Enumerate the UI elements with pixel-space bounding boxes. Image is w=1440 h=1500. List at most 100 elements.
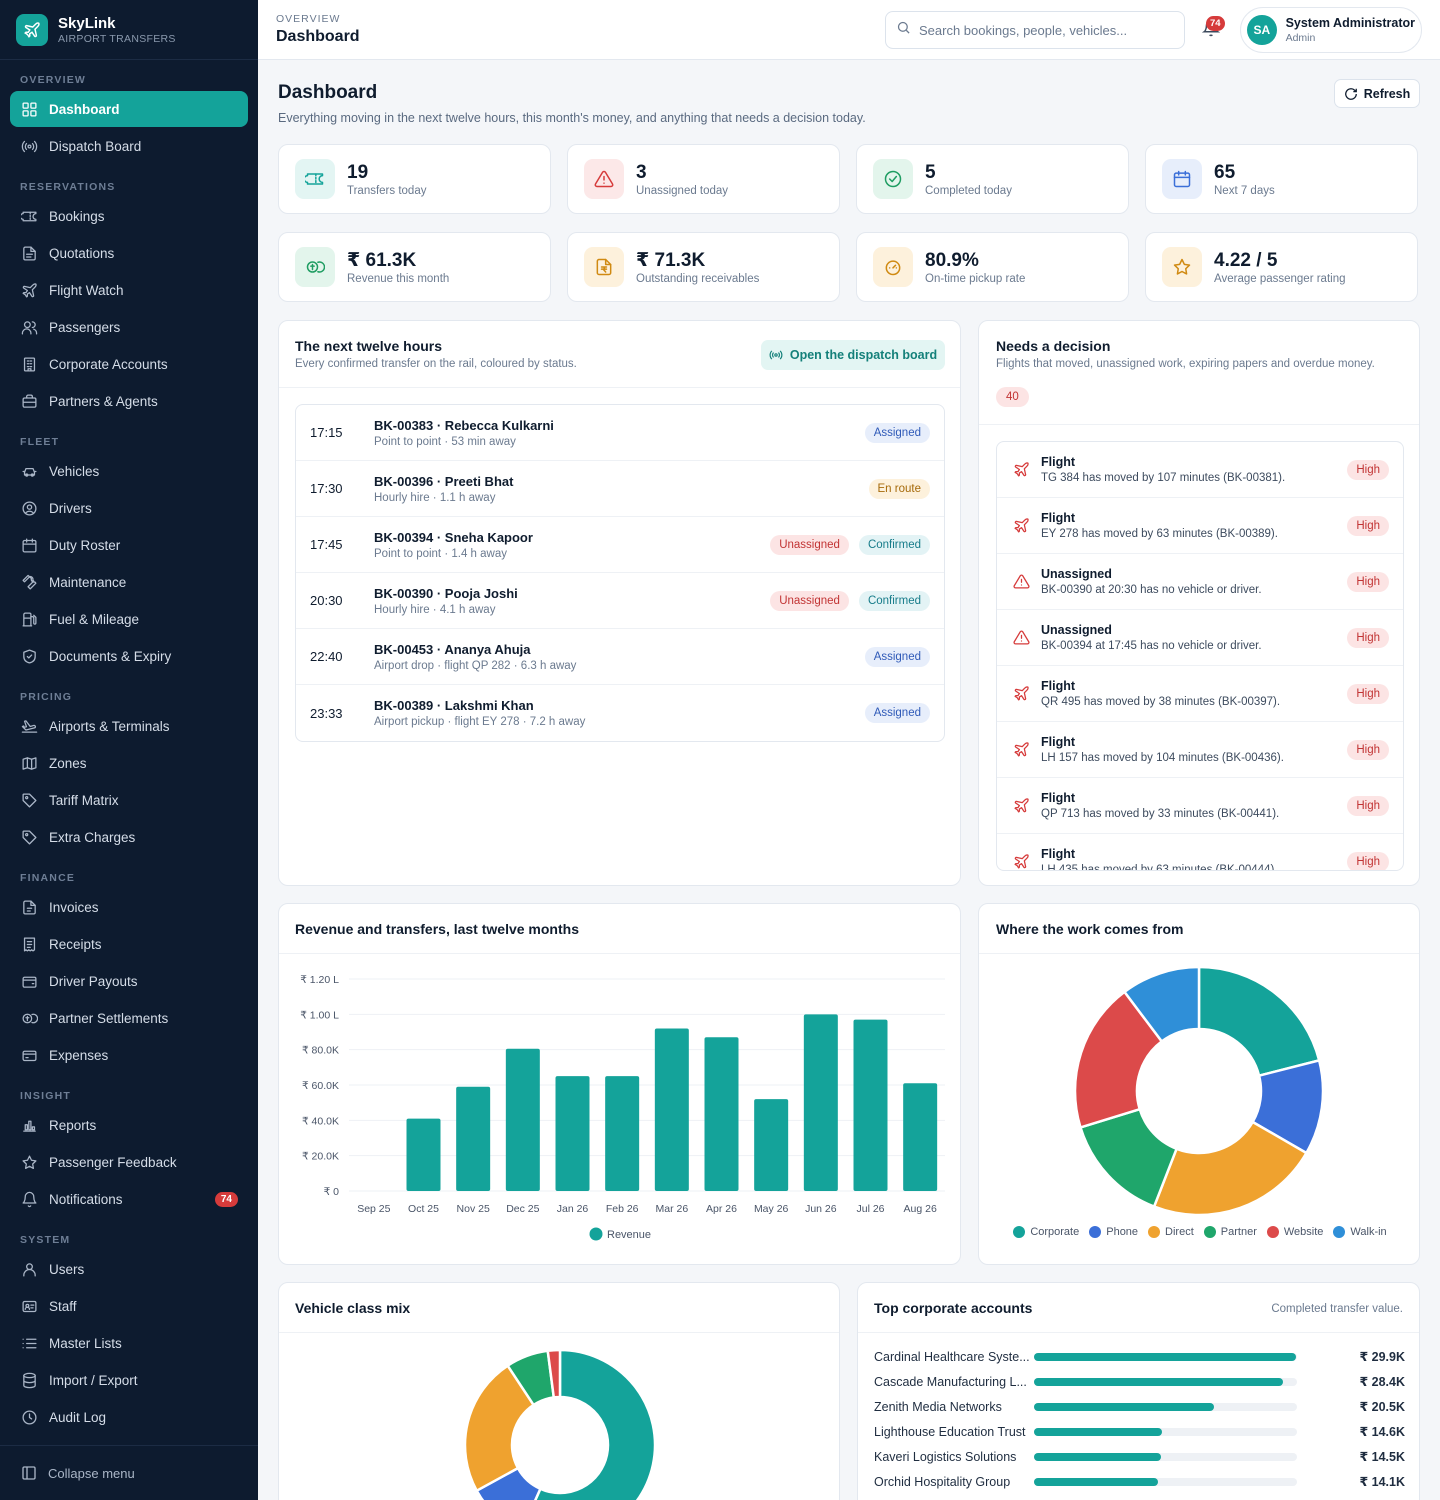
sidebar-item-driver-payouts[interactable]: Driver Payouts (10, 963, 248, 999)
sidebar-item-airports-terminals[interactable]: Airports & Terminals (10, 708, 248, 744)
sidebar-item-drivers[interactable]: Drivers (10, 490, 248, 526)
decision-item[interactable]: Flight QR 495 has moved by 38 minutes (BK… (997, 666, 1403, 722)
sidebar-item-invoices[interactable]: Invoices (10, 889, 248, 925)
legend-item-partner[interactable]: Partner (1203, 1226, 1257, 1238)
transfer-row[interactable]: 17:15 BK-00383 · Rebecca Kulkarni Point to… (296, 405, 944, 461)
revenue-bar[interactable] (555, 1076, 590, 1191)
corporate-account-row[interactable]: Cascade Manufacturing L... ₹ 28.4K (874, 1369, 1405, 1394)
legend-item-website[interactable]: Website (1266, 1226, 1323, 1238)
decision-item[interactable]: Flight LH 435 has moved by 63 minutes (BK… (997, 834, 1403, 870)
sidebar-item-documents-expiry[interactable]: Documents & Expiry (10, 638, 248, 674)
transfer-title: BK-00389 · Lakshmi Khan (374, 698, 534, 713)
corporate-account-row[interactable]: Orchid Hospitality Group ₹ 14.1K (874, 1469, 1405, 1494)
decision-item[interactable]: Unassigned BK-00390 at 20:30 has no vehic… (997, 554, 1403, 610)
sidebar-item-partners-agents[interactable]: Partners & Agents (10, 383, 248, 419)
user-menu[interactable]: SA System Administrator Admin (1240, 7, 1422, 53)
revenue-bar[interactable] (754, 1099, 789, 1191)
sidebar-item-duty-roster[interactable]: Duty Roster (10, 527, 248, 563)
sidebar-item-flight-watch[interactable]: Flight Watch (10, 272, 248, 308)
decision-item[interactable]: Unassigned BK-00394 at 17:45 has no vehic… (997, 610, 1403, 666)
sidebar-item-dashboard[interactable]: Dashboard (10, 91, 248, 127)
revenue-bar[interactable] (456, 1086, 491, 1191)
revenue-bar[interactable] (803, 1014, 838, 1191)
sidebar-item-dispatch-board[interactable]: Dispatch Board (10, 128, 248, 164)
transfer-row[interactable]: 17:30 BK-00396 · Preeti Bhat Hourly hire ·… (296, 461, 944, 517)
sidebar-item-bookings[interactable]: Bookings (10, 198, 248, 234)
revenue-bar[interactable] (605, 1076, 640, 1191)
priority-badge: High (1347, 627, 1389, 648)
legend-item-walk-in[interactable]: Walk-in (1333, 1226, 1387, 1238)
brand[interactable]: SkyLink AIRPORT TRANSFERS (0, 0, 258, 60)
revenue-bar[interactable] (853, 1019, 888, 1191)
decision-item[interactable]: Flight TG 384 has moved by 107 minutes (B… (997, 442, 1403, 498)
decision-item[interactable]: Flight QP 713 has moved by 33 minutes (BK… (997, 778, 1403, 834)
stat-value: 65 (1214, 161, 1236, 183)
sidebar-item-staff[interactable]: Staff (10, 1288, 248, 1324)
y-tick-label: ₹ 80.0K (302, 1045, 339, 1057)
sidebar-item-expenses[interactable]: Expenses (10, 1037, 248, 1073)
legend-item-corporate[interactable]: Corporate (1013, 1226, 1079, 1238)
sidebar-item-notifications[interactable]: Notifications 74 (10, 1181, 248, 1217)
revenue-bar[interactable] (704, 1037, 739, 1191)
transfer-row[interactable]: 23:33 BK-00389 · Lakshmi Khan Airport pick… (296, 685, 944, 741)
list-icon (20, 1334, 38, 1352)
sidebar-item-extra-charges[interactable]: Extra Charges (10, 819, 248, 855)
sidebar-item-import-export[interactable]: Import / Export (10, 1362, 248, 1398)
sidebar-item-users[interactable]: Users (10, 1251, 248, 1287)
refresh-button[interactable]: Refresh (1334, 79, 1420, 108)
transfer-row[interactable]: 20:30 BK-00390 · Pooja Joshi Hourly hire ·… (296, 573, 944, 629)
legend-item-phone[interactable]: Phone (1089, 1226, 1138, 1238)
donut-slice-website[interactable] (1073, 990, 1164, 1129)
sidebar-item-fuel-mileage[interactable]: Fuel & Mileage (10, 601, 248, 637)
donut-slice[interactable] (521, 1348, 657, 1500)
revenue-bar[interactable] (903, 1083, 938, 1191)
corporate-account-value: ₹ 14.5K (1359, 1450, 1405, 1464)
sidebar-item-zones[interactable]: Zones (10, 745, 248, 781)
search-box[interactable] (885, 11, 1185, 49)
sidebar-item-label: Corporate Accounts (49, 356, 168, 372)
corporate-account-row[interactable]: Zenith Media Networks ₹ 20.5K (874, 1394, 1405, 1419)
sidebar-item-audit-log[interactable]: Audit Log (10, 1399, 248, 1435)
sidebar-item-tariff-matrix[interactable]: Tariff Matrix (10, 782, 248, 818)
sidebar-item-quotations[interactable]: Quotations (10, 235, 248, 271)
donut-slice-corporate[interactable] (1197, 965, 1321, 1078)
corporate-account-row[interactable]: Cardinal Healthcare Syste... ₹ 29.9K (874, 1344, 1405, 1369)
open-dispatch-board-button[interactable]: Open the dispatch board (761, 340, 945, 370)
corporate-value-bar (1034, 1477, 1297, 1486)
revenue-bar[interactable] (654, 1028, 689, 1191)
decision-detail: QP 713 has moved by 33 minutes (BK-00441… (1041, 808, 1280, 820)
search-input[interactable] (919, 22, 1169, 38)
collapse-menu-button[interactable]: Collapse menu (0, 1445, 258, 1500)
nav-section-label: PRICING (20, 691, 73, 703)
corporate-account-row[interactable]: Kaveri Logistics Solutions ₹ 14.5K (874, 1444, 1405, 1469)
transfer-time: 23:33 (310, 705, 343, 721)
sidebar-item-receipts[interactable]: Receipts (10, 926, 248, 962)
donut-slice[interactable] (463, 1363, 536, 1493)
decision-detail: BK-00394 at 17:45 has no vehicle or driv… (1041, 640, 1262, 652)
sidebar-item-partner-settlements[interactable]: Partner Settlements (10, 1000, 248, 1036)
decision-detail: EY 278 has moved by 63 minutes (BK-00389… (1041, 528, 1278, 540)
donut-slice-walk-in[interactable] (1122, 965, 1201, 1044)
sidebar-item-vehicles[interactable]: Vehicles (10, 453, 248, 489)
legend-item-direct[interactable]: Direct (1148, 1226, 1194, 1238)
decision-item[interactable]: Flight LH 157 has moved by 104 minutes (B… (997, 722, 1403, 778)
x-tick-label: Feb 26 (606, 1203, 639, 1215)
decisions-list[interactable]: Flight TG 384 has moved by 107 minutes (B… (996, 441, 1404, 871)
revenue-bar[interactable] (406, 1118, 441, 1191)
corporate-account-row[interactable]: Lighthouse Education Trust ₹ 14.6K (874, 1419, 1405, 1444)
sidebar-item-passengers[interactable]: Passengers (10, 309, 248, 345)
y-tick-label: ₹ 40.0K (302, 1115, 339, 1127)
transfer-row[interactable]: 17:45 BK-00394 · Sneha Kapoor Point to poi… (296, 517, 944, 573)
decision-item[interactable]: Flight EY 278 has moved by 63 minutes (BK… (997, 498, 1403, 554)
sidebar-item-corporate-accounts[interactable]: Corporate Accounts (10, 346, 248, 382)
sidebar-item-reports[interactable]: Reports (10, 1107, 248, 1143)
stat-value: ₹ 71.3K (636, 249, 706, 271)
donut-slice[interactable] (546, 1348, 562, 1399)
sidebar-item-master-lists[interactable]: Master Lists (10, 1325, 248, 1361)
transfer-row[interactable]: 22:40 BK-00453 · Ananya Ahuja Airport drop… (296, 629, 944, 685)
revenue-bar[interactable] (505, 1048, 540, 1191)
sidebar-item-maintenance[interactable]: Maintenance (10, 564, 248, 600)
stat-card-revenue-this-month: ₹ 61.3K Revenue this month (278, 232, 551, 302)
sidebar-item-passenger-feedback[interactable]: Passenger Feedback (10, 1144, 248, 1180)
donut-slice-direct[interactable] (1152, 1120, 1309, 1217)
